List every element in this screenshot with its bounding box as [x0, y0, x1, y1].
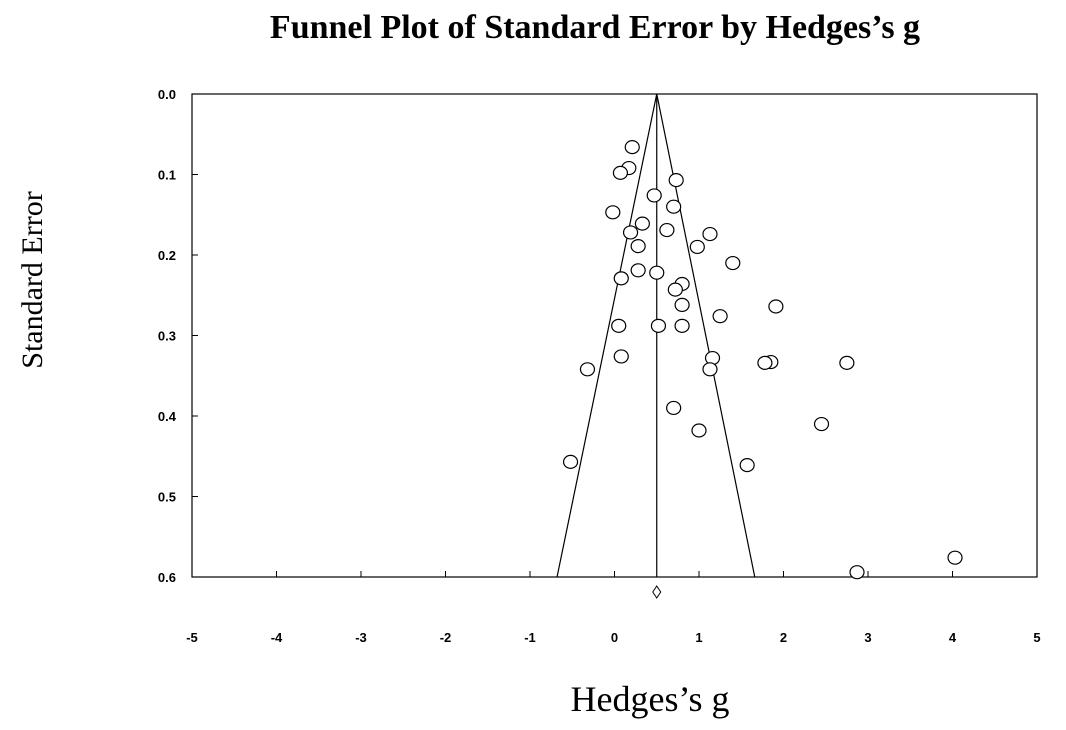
study-point	[630, 263, 646, 278]
x-tick-label: 4	[949, 630, 957, 645]
study-point	[605, 205, 621, 220]
x-tick-label: 0	[611, 630, 618, 645]
study-point	[659, 222, 675, 238]
y-tick-label: 0.2	[158, 248, 176, 263]
study-point	[691, 423, 707, 438]
funnel-group	[556, 93, 756, 599]
study-point	[849, 565, 865, 580]
y-tick-label: 0.4	[158, 409, 177, 424]
y-tick-label: 0.3	[158, 329, 176, 344]
y-tick-label: 0.5	[158, 490, 176, 505]
study-point	[612, 165, 629, 180]
x-tick-label: -4	[271, 630, 283, 645]
study-point	[668, 173, 684, 188]
data-points	[562, 140, 963, 580]
funnel-left-line	[556, 93, 658, 578]
summary-diamond	[652, 585, 662, 599]
study-point	[666, 199, 682, 214]
study-point	[674, 297, 690, 313]
study-point	[624, 140, 640, 155]
study-point	[667, 282, 683, 297]
study-point	[839, 355, 855, 370]
study-point	[562, 454, 579, 469]
x-axis-ticks: -5 -4 -3 -2 -1 0 1 2 3 4 5	[186, 571, 1041, 645]
y-axis-ticks: 0.0 0.1 0.2 0.3 0.4 0.5 0.6	[158, 87, 198, 585]
study-point	[689, 239, 705, 255]
study-point	[579, 362, 596, 377]
study-point	[725, 255, 741, 271]
x-axis-label: Hedges’s g	[571, 679, 730, 719]
x-tick-label: 1	[695, 630, 702, 645]
study-point	[613, 271, 629, 286]
study-point	[947, 550, 963, 565]
study-point	[650, 318, 667, 333]
x-tick-label: 3	[864, 630, 871, 645]
x-tick-label: -5	[186, 630, 198, 645]
study-point	[768, 299, 784, 314]
y-tick-label: 0.0	[158, 87, 176, 102]
study-point	[813, 416, 830, 432]
study-point	[674, 318, 690, 333]
x-tick-label: 5	[1033, 630, 1040, 645]
x-tick-label: -2	[440, 630, 452, 645]
y-axis-label: Standard Error	[16, 191, 49, 368]
plot-frame	[191, 93, 1038, 578]
study-point	[739, 458, 755, 473]
chart-title: Funnel Plot of Standard Error by Hedges’…	[270, 9, 920, 46]
y-tick-label: 0.6	[158, 570, 176, 585]
x-tick-label: -1	[524, 630, 536, 645]
study-point	[649, 265, 665, 280]
study-point	[646, 188, 662, 203]
study-point	[611, 318, 627, 333]
funnel-right-line	[656, 93, 756, 578]
study-point	[630, 239, 646, 254]
study-point	[712, 309, 728, 324]
study-point	[666, 400, 682, 416]
study-point	[622, 225, 639, 240]
study-point	[634, 216, 650, 231]
y-tick-label: 0.1	[158, 168, 176, 183]
x-tick-label: 2	[780, 630, 787, 645]
study-point	[613, 349, 629, 364]
study-point	[702, 226, 718, 242]
study-point	[757, 355, 773, 370]
x-tick-label: -3	[355, 630, 367, 645]
study-point	[702, 362, 718, 377]
